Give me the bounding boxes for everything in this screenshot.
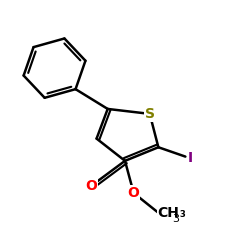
Text: I: I xyxy=(188,151,193,166)
Text: S: S xyxy=(145,107,155,121)
Text: 3: 3 xyxy=(172,214,179,224)
Text: O: O xyxy=(128,186,140,200)
Text: CH₃: CH₃ xyxy=(158,206,186,220)
Text: O: O xyxy=(86,178,98,192)
Text: CH: CH xyxy=(157,206,179,220)
